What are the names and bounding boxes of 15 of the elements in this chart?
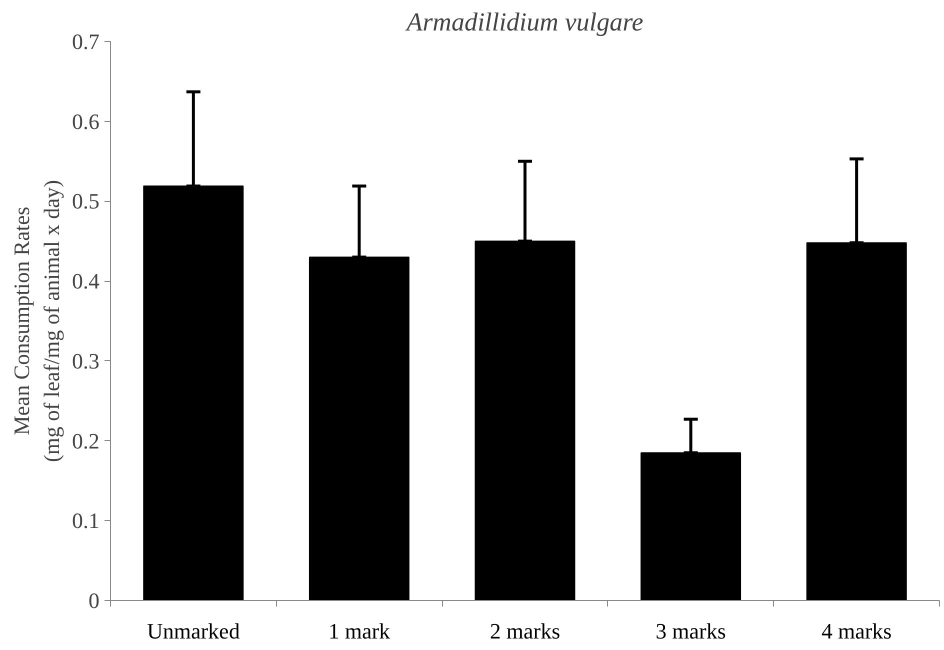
x-tick-label: 1 mark [328, 618, 390, 644]
x-tick-label: 2 marks [490, 618, 560, 644]
y-tick-label: 0.6 [72, 108, 100, 134]
y-tick-label: 0 [88, 588, 100, 613]
y-tick-label: 0.3 [72, 348, 100, 374]
x-tick-label: Unmarked [146, 618, 240, 644]
y-tick-label: 0.1 [72, 508, 100, 534]
y-axis-title: Mean Consumption Rates (mg of leaf/mg of animal x day) [9, 180, 64, 462]
x-tick-label: 4 marks [821, 618, 892, 644]
x-tick-label: 3 marks [656, 618, 726, 644]
y-tick-label: 0.7 [72, 29, 100, 54]
y-tick-label: 0.5 [72, 188, 100, 214]
chart-title: Armadillidium vulgare [404, 8, 644, 36]
y-tick-label: 0.4 [72, 268, 100, 294]
y-tick-label: 0.2 [72, 428, 100, 454]
